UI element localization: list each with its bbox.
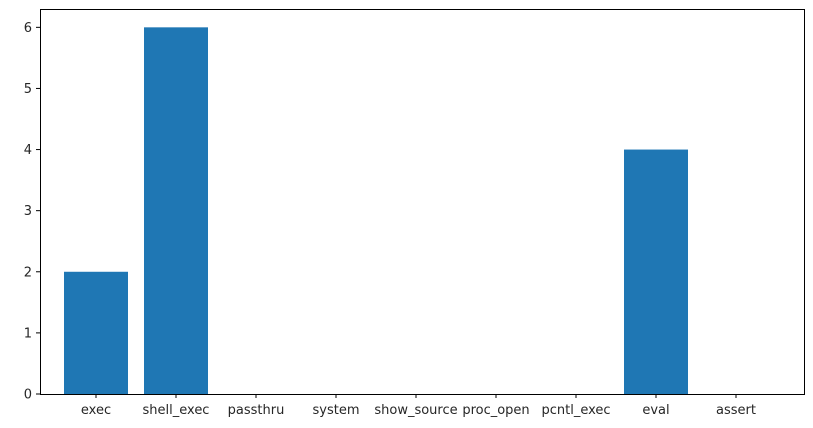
x-tick-label: eval (642, 403, 669, 418)
bar-exec (64, 271, 128, 394)
y-tick-label: 4 (24, 143, 32, 158)
y-tick-label: 2 (24, 265, 32, 280)
bar-shell_exec (144, 27, 208, 394)
y-tick-label: 5 (24, 82, 32, 97)
bars-group (64, 27, 688, 394)
x-tick-label: show_source (374, 403, 457, 418)
x-tick-label: exec (81, 403, 111, 418)
plot-frame (40, 9, 805, 395)
x-axis: exec shell_exec passthru system show_source p… (81, 394, 756, 418)
y-tick-label: 0 (24, 388, 32, 403)
y-tick-label: 6 (24, 21, 32, 36)
y-axis: 0 1 2 3 4 5 6 (24, 21, 40, 403)
x-tick-label: pcntl_exec (541, 403, 610, 418)
x-tick-label: proc_open (462, 403, 529, 418)
y-tick-label: 1 (24, 326, 32, 341)
x-tick-label: system (313, 403, 360, 418)
bar-eval (624, 149, 688, 394)
x-tick-label: shell_exec (143, 403, 210, 418)
y-tick-label: 3 (24, 204, 32, 219)
x-tick-label: assert (716, 403, 756, 418)
x-tick-label: passthru (228, 403, 285, 418)
